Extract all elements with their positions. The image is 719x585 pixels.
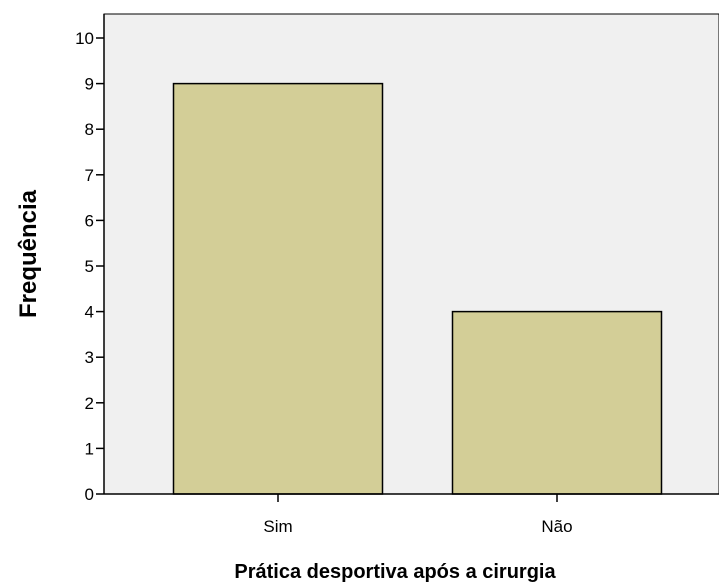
y-tick-label: 6 [85,211,94,230]
y-tick-label: 1 [85,439,94,458]
y-tick-label: 3 [85,348,94,367]
x-tick-label: Sim [263,517,292,536]
y-tick-label: 2 [85,394,94,413]
y-axis-title: Frequência [15,189,42,318]
x-axis: Sim Não [104,493,719,536]
bar-sim [172,82,384,495]
y-tick-label: 8 [85,120,94,139]
y-tick-label: 4 [85,303,94,322]
x-tick-label: Não [541,517,572,536]
y-tick-label: 0 [85,485,94,504]
y-tick-label: 9 [85,75,94,94]
x-axis-title: Prática desportiva após a cirurgia [234,561,556,583]
bar-n-o [451,310,663,495]
y-tick-label: 7 [85,166,94,185]
y-tick-label: 5 [85,257,94,276]
y-tick-label: 10 [75,29,94,48]
y-axis: 0 1 2 3 4 5 6 7 8 9 10 [75,14,105,504]
